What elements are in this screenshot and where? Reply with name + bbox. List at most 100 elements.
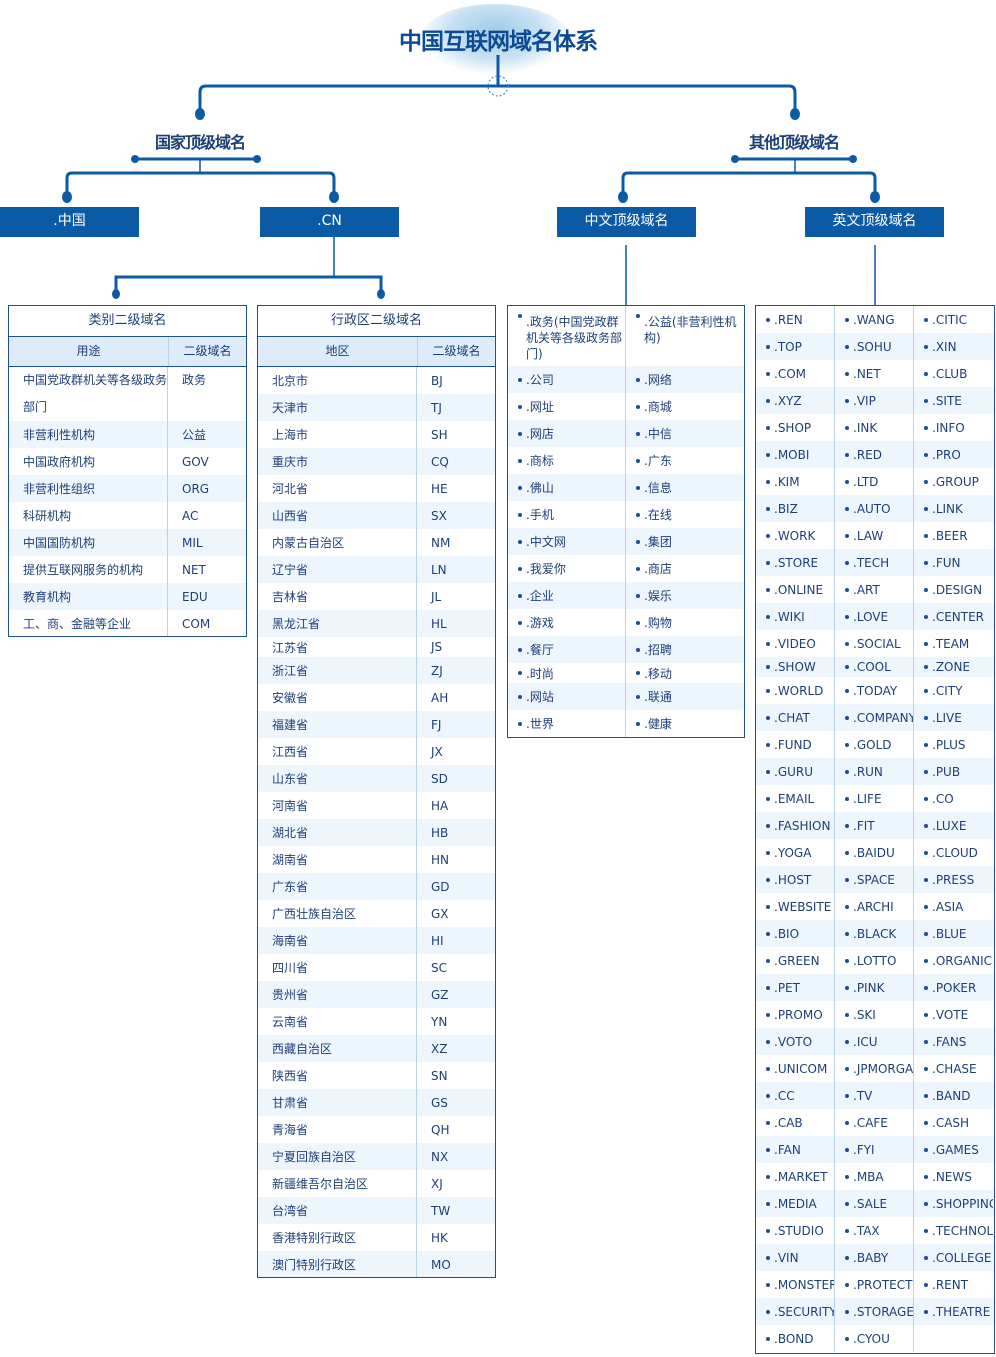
domain-name[interactable]: .游戏 xyxy=(526,616,554,630)
domain-name[interactable]: .PRESS xyxy=(932,872,975,887)
domain-name[interactable]: .TEAM xyxy=(932,636,970,651)
domain-name[interactable]: .网络 xyxy=(644,373,672,387)
domain-name[interactable]: .RENT xyxy=(932,1277,969,1292)
domain-name[interactable]: .ASIA xyxy=(932,899,964,914)
domain-name[interactable]: .LIVE xyxy=(932,710,962,725)
domain-name[interactable]: .VOTO xyxy=(774,1034,813,1049)
domain-name[interactable]: .CENTER xyxy=(932,609,985,624)
domain-name[interactable]: .FANS xyxy=(932,1034,967,1049)
domain-name[interactable]: .ZONE xyxy=(932,660,971,674)
domain-name[interactable]: .MEDIA xyxy=(774,1196,817,1211)
domain-name[interactable]: .时尚 xyxy=(526,666,554,681)
domain-name[interactable]: .CC xyxy=(774,1088,795,1103)
domain-name[interactable]: .NEWS xyxy=(932,1169,972,1184)
domain-name[interactable]: .PROTECTION xyxy=(853,1277,913,1292)
domain-name[interactable]: .PROMO xyxy=(774,1007,823,1022)
domain-name[interactable]: .MBA xyxy=(853,1169,884,1184)
domain-name[interactable]: .信息 xyxy=(644,481,672,495)
domain-name[interactable]: .JPMORGAN xyxy=(853,1061,914,1076)
domain-name[interactable]: .ARCHI xyxy=(853,899,894,914)
domain-name[interactable]: .COLLEGE xyxy=(932,1250,992,1265)
domain-name[interactable]: .INFO xyxy=(932,420,965,435)
domain-name[interactable]: .HOST xyxy=(774,872,812,887)
domain-name[interactable]: .COOL xyxy=(853,660,891,674)
domain-name[interactable]: .FUN xyxy=(932,555,961,570)
domain-name[interactable]: .YOGA xyxy=(774,845,812,860)
domain-name[interactable]: .中文网 xyxy=(526,535,566,549)
domain-name[interactable]: .PET xyxy=(774,980,800,995)
domain-name[interactable]: .VOTE xyxy=(932,1007,969,1022)
domain-name[interactable]: .企业 xyxy=(526,589,554,603)
domain-name[interactable]: .STUDIO xyxy=(774,1223,824,1238)
domain-name[interactable]: .TV xyxy=(853,1088,873,1103)
domain-name[interactable]: .RED xyxy=(853,447,882,462)
domain-name[interactable]: .COMPANY xyxy=(853,710,914,725)
domain-name[interactable]: .WIKI xyxy=(774,609,805,624)
domain-name[interactable]: .DESIGN xyxy=(932,582,983,597)
domain-name[interactable]: .公司 xyxy=(526,373,554,387)
domain-name[interactable]: .GAMES xyxy=(932,1142,979,1157)
domain-name[interactable]: .商城 xyxy=(644,400,672,414)
domain-name[interactable]: .餐厅 xyxy=(526,643,554,657)
domain-name[interactable]: .TECH xyxy=(853,555,890,570)
domain-name[interactable]: .ICU xyxy=(853,1034,878,1049)
domain-name[interactable]: .POKER xyxy=(932,980,977,995)
domain-name[interactable]: .FUND xyxy=(774,737,812,752)
domain-name[interactable]: .CLUB xyxy=(932,366,968,381)
domain-name[interactable]: .SECURITY xyxy=(774,1304,835,1319)
domain-name[interactable]: .CITY xyxy=(932,683,963,698)
domain-name[interactable]: .COM xyxy=(774,366,806,381)
domain-name[interactable]: .网站 xyxy=(526,690,554,704)
domain-name[interactable]: .INK xyxy=(853,420,878,435)
domain-name[interactable]: .手机 xyxy=(526,508,554,522)
domain-name[interactable]: .GREEN xyxy=(774,953,820,968)
domain-name[interactable]: .SOCIAL xyxy=(853,636,901,651)
domain-name[interactable]: .CHAT xyxy=(774,710,810,725)
domain-name[interactable]: .TOP xyxy=(774,339,802,354)
domain-name[interactable]: .PINK xyxy=(853,980,885,995)
domain-name[interactable]: .网店 xyxy=(526,427,554,441)
domain-name[interactable]: .招聘 xyxy=(644,643,672,657)
domain-name[interactable]: .PRO xyxy=(932,447,961,462)
domain-name[interactable]: .LTD xyxy=(853,474,879,489)
domain-name[interactable]: .娱乐 xyxy=(644,589,672,603)
domain-name[interactable]: .商标 xyxy=(526,454,554,468)
domain-name[interactable]: .CITIC xyxy=(932,312,967,327)
domain-name[interactable]: .PLUS xyxy=(932,737,966,752)
domain-name[interactable]: .集团 xyxy=(644,535,672,549)
domain-name[interactable]: .BIO xyxy=(774,926,800,941)
domain-name[interactable]: .ORGANIC xyxy=(932,953,992,968)
domain-name[interactable]: .CAB xyxy=(774,1115,803,1130)
domain-name[interactable]: .TECHNOLOGY xyxy=(932,1223,993,1238)
node-zhongguo[interactable]: .中国 xyxy=(0,207,139,237)
domain-name[interactable]: .广东 xyxy=(644,454,672,468)
domain-name[interactable]: .BABY xyxy=(853,1250,889,1265)
domain-name[interactable]: .佛山 xyxy=(526,481,554,495)
domain-name[interactable]: .WORK xyxy=(774,528,816,543)
domain-name[interactable]: .UNICOM xyxy=(774,1061,828,1076)
domain-name[interactable]: .LINK xyxy=(932,501,963,516)
domain-name[interactable]: .LUXE xyxy=(932,818,967,833)
domain-name[interactable]: .ONLINE xyxy=(774,582,824,597)
domain-name[interactable]: .LOTTO xyxy=(853,953,897,968)
domain-name[interactable]: .SPACE xyxy=(853,872,895,887)
domain-name[interactable]: .LIFE xyxy=(853,791,882,806)
domain-name[interactable]: .WORLD xyxy=(774,683,824,698)
domain-name[interactable]: .KIM xyxy=(774,474,800,489)
domain-name[interactable]: .CASH xyxy=(932,1115,970,1130)
node-cn[interactable]: .CN xyxy=(260,207,399,237)
domain-name[interactable]: .健康 xyxy=(644,717,672,731)
domain-name[interactable]: .政务(中国党政群机关等各级政务部门) xyxy=(526,315,623,361)
domain-name[interactable]: .SOHU xyxy=(853,339,892,354)
domain-name[interactable]: .VIDEO xyxy=(774,636,816,651)
domain-name[interactable]: .THEATRE xyxy=(932,1304,991,1319)
domain-name[interactable]: .LAW xyxy=(853,528,884,543)
domain-name[interactable]: .TODAY xyxy=(853,683,898,698)
domain-name[interactable]: .CAFE xyxy=(853,1115,888,1130)
domain-name[interactable]: .SHOPPING xyxy=(932,1196,993,1211)
domain-name[interactable]: .VIN xyxy=(774,1250,799,1265)
domain-name[interactable]: .STORE xyxy=(774,555,819,570)
domain-name[interactable]: .BAIDU xyxy=(853,845,895,860)
domain-name[interactable]: .STORAGE xyxy=(853,1304,914,1319)
domain-name[interactable]: .网址 xyxy=(526,400,554,414)
